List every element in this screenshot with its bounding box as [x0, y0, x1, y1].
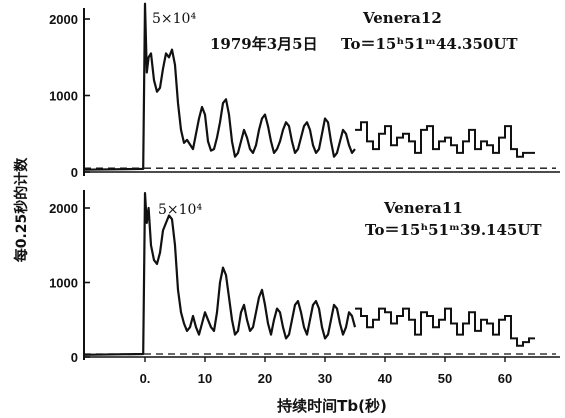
bottom-x-tick-label: 30 — [318, 371, 332, 386]
bottom-t0-label: To＝15ʰ51ᵐ39.145UT — [365, 221, 542, 239]
top-y-tick-label: 2000 — [49, 12, 78, 27]
bottom-x-tick-label: 40 — [378, 371, 392, 386]
bot-y-tick-label: 2000 — [49, 201, 78, 216]
top-panel: 0 1000 2000 5×10⁴ Venera12 1979年3月5日 To＝15… — [49, 2, 560, 180]
top-y-tick-label: 0 — [71, 165, 78, 180]
bot-y-tick-label: 1000 — [49, 276, 78, 291]
top-date-label: 1979年3月5日 — [210, 35, 318, 53]
bottom-spacecraft-label: Venera11 — [383, 199, 463, 217]
bottom-x-tick-label: 0. — [140, 371, 151, 386]
bottom-x-tick-label: 20 — [258, 371, 272, 386]
bottom-x-tick-label: 60 — [498, 371, 512, 386]
top-count-curve — [83, 2, 356, 171]
bot-y-tick-label: 0 — [71, 350, 78, 365]
bottom-count-steps — [355, 307, 535, 347]
bottom-x-tick-label: 10 — [198, 371, 212, 386]
bottom-y-ticks: 0 1000 2000 — [49, 201, 90, 365]
top-peak-label: 5×10⁴ — [152, 11, 196, 27]
bottom-x-ticks: 0. 10 20 30 40 50 60 — [140, 357, 512, 386]
y-axis-label: 每0.25秒的计数 — [13, 157, 30, 263]
x-axis-label: 持续时间Tb(秒) — [277, 397, 387, 415]
top-y-ticks: 0 1000 2000 — [49, 12, 90, 180]
top-spacecraft-label: Venera12 — [362, 9, 442, 27]
bottom-x-tick-label: 50 — [438, 371, 452, 386]
top-count-steps — [355, 121, 535, 158]
bottom-peak-label: 5×10⁴ — [158, 202, 202, 218]
top-t0-label: To＝15ʰ51ᵐ44.350UT — [341, 35, 518, 53]
bottom-count-curve — [83, 192, 357, 356]
top-y-tick-label: 1000 — [49, 89, 78, 104]
